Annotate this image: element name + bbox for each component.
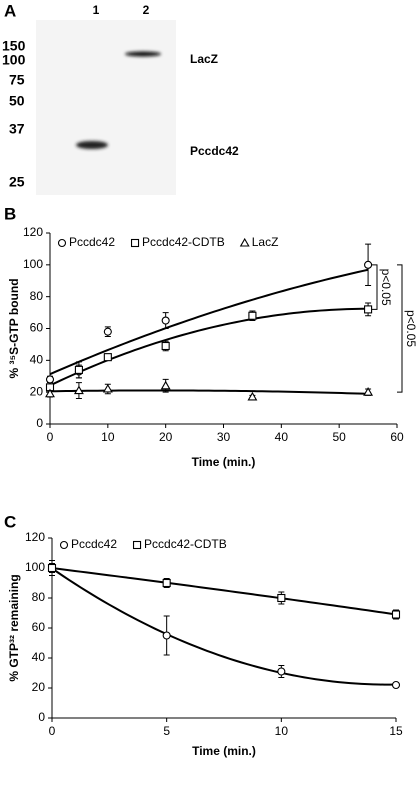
legend-label: Pccdc42-CDTB [144,537,227,551]
trend-line [51,567,397,616]
mw-marker: 150 [2,38,26,54]
legend-label: Pccdc42 [71,537,117,551]
significance-bracket [372,264,378,310]
x-axis-label: Time (min.) [192,744,256,758]
data-point [160,380,171,390]
legend-label: LacZ [252,235,279,249]
data-point [247,391,258,401]
data-point [277,593,286,603]
mw-marker: 100 [2,52,26,68]
mw-marker: 37 [9,121,25,137]
band-label: Pccdc42 [190,144,239,158]
x-tick-label: 60 [390,430,404,444]
lane-label: 2 [143,3,150,17]
data-point [161,341,170,351]
x-tick-label: 10 [275,724,289,738]
data-point [391,610,401,619]
data-point [248,311,257,320]
data-point [364,305,373,314]
y-tick-label: 100 [23,257,43,271]
legend-marker [239,237,250,247]
y-tick-label: 0 [38,710,45,724]
significance-bracket [397,264,403,393]
data-point [45,375,55,384]
annotation: p<0.05 [404,310,418,347]
blot-band [76,141,108,149]
data-point [277,667,286,676]
panel-label: C [4,512,16,531]
x-tick-label: 30 [217,430,231,444]
data-point [162,631,171,640]
data-point [162,578,171,588]
data-point [161,316,170,325]
y-tick-label: 0 [36,416,43,430]
y-axis-label: % ³⁵S-GTP bound [7,278,21,378]
y-tick-label: 100 [25,560,45,574]
y-axis-label: % GTP³² remaining [7,574,21,681]
data-point [391,680,401,690]
y-tick-label: 120 [25,530,45,544]
legend-marker [57,238,67,248]
mw-marker: 50 [9,93,25,109]
legend-marker [132,540,142,550]
data-point [364,260,373,269]
y-tick-label: 80 [30,289,44,303]
band-label: LacZ [190,52,218,66]
x-tick-label: 15 [389,724,403,738]
y-tick-label: 20 [32,680,46,694]
mw-marker: 75 [9,72,25,88]
data-point [363,387,374,396]
legend-label: Pccdc42-CDTB [142,235,225,249]
y-tick-label: 40 [32,650,46,664]
mw-marker: 25 [9,174,25,190]
trend-line [51,567,397,686]
y-tick-label: 80 [32,590,46,604]
lane-label: 1 [93,3,100,17]
legend-label: Pccdc42 [69,235,115,249]
data-point [45,388,55,398]
x-tick-label: 0 [49,724,56,738]
x-tick-label: 5 [163,724,170,738]
y-tick-label: 60 [32,620,46,634]
data-point [73,385,84,395]
data-point [103,353,112,362]
legend-marker [130,238,140,248]
x-tick-label: 40 [275,430,289,444]
data-point [47,563,57,573]
y-tick-label: 60 [30,321,44,335]
y-tick-label: 20 [30,384,44,398]
data-point [102,383,113,393]
x-tick-label: 50 [332,430,346,444]
x-tick-label: 0 [47,430,54,444]
x-tick-label: 20 [159,430,173,444]
x-tick-label: 10 [101,430,115,444]
trend-line [49,389,369,395]
data-point [74,365,83,374]
blot-band [125,51,161,57]
y-tick-label: 40 [30,353,44,367]
trend-line [49,307,369,387]
panel-label: A [4,1,16,20]
legend-marker [59,540,69,550]
y-tick-label: 120 [23,225,43,239]
data-point [103,327,112,336]
x-axis-label: Time (min.) [192,455,256,469]
annotation: p<0.05 [379,269,393,306]
trend-line [49,268,369,376]
blot-background [36,20,176,195]
panel-label: B [4,204,16,223]
